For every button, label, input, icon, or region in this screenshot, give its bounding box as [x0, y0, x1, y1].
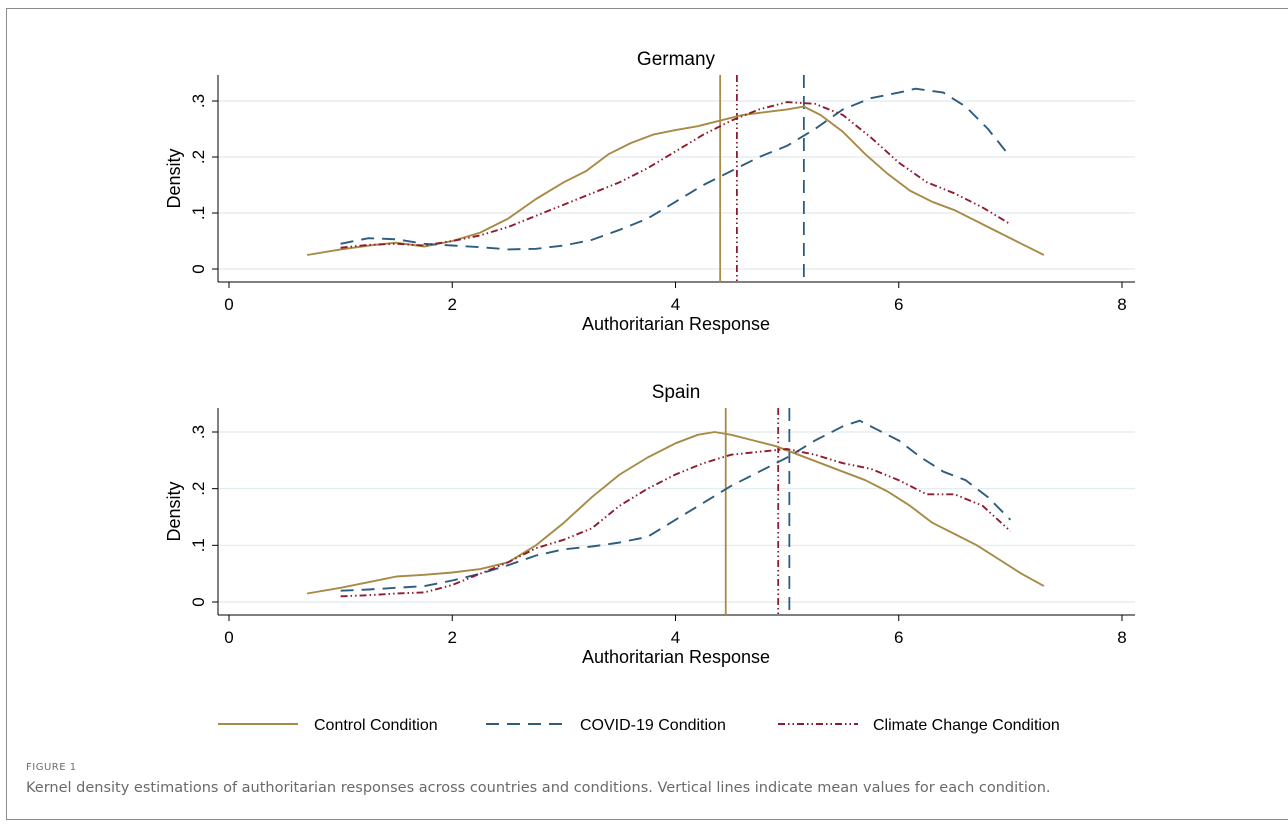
series-control: [306, 105, 1045, 256]
x-axis-label: Authoritarian Response: [582, 314, 770, 334]
panel-germany: 0 .1 .2 .3 0 2 4 6 8 Germany Authoritarian Respons…: [164, 49, 1135, 334]
x-tick-label: 8: [1117, 295, 1126, 314]
x-tick-label: 2: [448, 628, 457, 647]
x-tick-label: 8: [1117, 628, 1126, 647]
x-axis-label: Authoritarian Response: [582, 647, 770, 667]
x-tick-label: 4: [671, 295, 680, 314]
x-tick-label: 6: [894, 295, 903, 314]
legend-label-climate: Climate Change Condition: [873, 717, 1060, 734]
y-tick-label: .1: [189, 206, 208, 220]
chart-title: Germany: [637, 49, 716, 70]
panel-spain: 0 .1 .2 .3 0 2 4 6 8 Spain Authoritarian Response D…: [164, 382, 1135, 667]
y-tick-label: .3: [189, 425, 208, 439]
series-covid: [340, 419, 1012, 592]
y-axis-label: Density: [164, 481, 184, 541]
legend: Control Condition COVID-19 Condition Clima…: [218, 717, 1060, 734]
x-tick-label: 2: [448, 295, 457, 314]
series-control: [306, 431, 1045, 595]
legend-label-covid: COVID-19 Condition: [580, 717, 726, 734]
y-tick-label: 0: [189, 264, 208, 273]
y-tick-label: .3: [189, 94, 208, 108]
series-climate: [340, 448, 1012, 598]
figure-frame: [6, 8, 1288, 820]
series-climate: [340, 101, 1011, 249]
legend-label-control: Control Condition: [314, 717, 438, 734]
figure-caption: Kernel density estimations of authoritar…: [26, 780, 1051, 796]
x-tick-label: 4: [671, 628, 680, 647]
x-tick-label: 0: [224, 628, 233, 647]
x-tick-label: 6: [894, 628, 903, 647]
y-tick-label: .2: [189, 150, 208, 164]
series-covid: [340, 87, 1012, 251]
chart-title: Spain: [652, 382, 701, 403]
x-tick-label: 0: [224, 295, 233, 314]
y-axis-label: Density: [164, 148, 184, 208]
figure-label: FIGURE 1: [26, 762, 77, 773]
y-tick-label: 0: [189, 597, 208, 606]
y-tick-label: .2: [189, 482, 208, 496]
y-tick-label: .1: [189, 538, 208, 552]
